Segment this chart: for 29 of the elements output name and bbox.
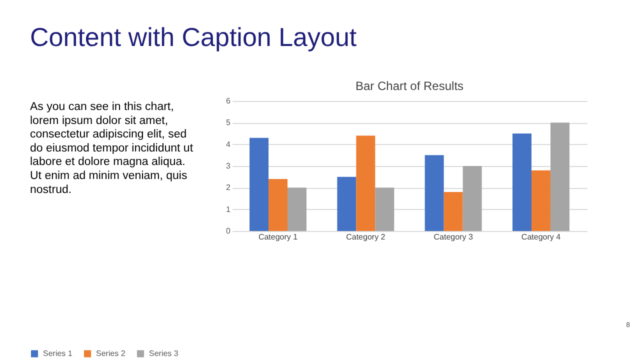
- y-tick-label: 6: [226, 96, 232, 106]
- bar: [288, 188, 307, 231]
- bar: [250, 138, 269, 231]
- bar: [268, 179, 288, 231]
- bar: [531, 170, 550, 231]
- bar: [462, 166, 482, 231]
- text: As you can see in this chart, lorem ipsum dolor sit amet, consectetur adipiscing elit, sed do eiusmod tempor incididunt ut labore et dolore magna aliqua. Ut enim ad minim veniam, quis nostrud.: [30, 101, 194, 196]
- bar: [424, 155, 444, 231]
- bar: [512, 134, 532, 231]
- chart-title: Bar Chart of Results: [355, 79, 464, 93]
- bar: [375, 188, 394, 231]
- bar: [356, 136, 376, 231]
- y-tick-label: 4: [226, 140, 232, 149]
- legend-label: Series 1: [43, 348, 73, 358]
- y-tick-label: 2: [226, 183, 232, 192]
- y-tick-label: 0: [226, 226, 232, 236]
- bar: [444, 192, 463, 231]
- bar: [337, 176, 356, 231]
- x-tick-label: Category 3: [434, 232, 474, 242]
- x-tick-label: Category 4: [521, 232, 562, 242]
- y-tick-label: 5: [226, 118, 232, 128]
- bar: [550, 122, 570, 231]
- x-tick-label: Category 2: [346, 232, 386, 242]
- x-tick-label: Category 1: [258, 232, 298, 242]
- legend-label: Series 3: [149, 348, 179, 358]
- y-tick-label: 3: [226, 162, 232, 170]
- text: Content with Caption Layout: [30, 22, 358, 52]
- y-tick-label: 1: [226, 204, 232, 214]
- legend-label: Series 2: [96, 348, 126, 358]
